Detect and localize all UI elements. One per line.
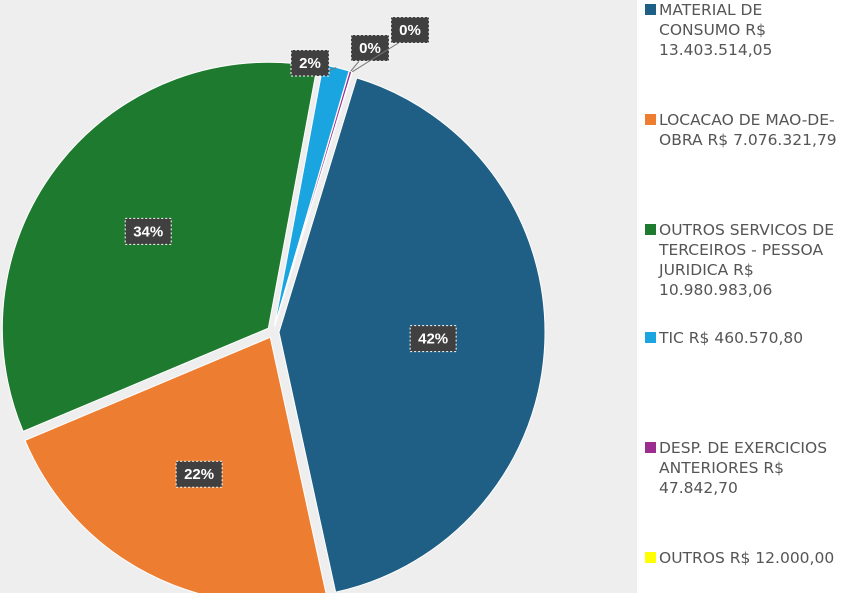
legend-item: MATERIAL DE CONSUMO R$ 13.403.514,05: [645, 0, 845, 60]
data-label: 2%: [299, 55, 321, 72]
legend-swatch: [645, 552, 656, 563]
legend-item: OUTROS R$ 12.000,00: [645, 548, 845, 568]
legend-label: LOCACAO DE MAO-DE-OBRA R$ 7.076.321,79: [659, 111, 837, 149]
data-label: 0%: [359, 40, 381, 57]
label-box: [350, 34, 390, 62]
pie-slice: [1, 61, 318, 432]
legend-swatch: [645, 332, 656, 343]
legend-item: TIC R$ 460.570,80: [645, 328, 845, 348]
legend-swatch: [645, 442, 656, 453]
legend-label: TIC R$ 460.570,80: [659, 329, 804, 347]
legend: MATERIAL DE CONSUMO R$ 13.403.514,05 LOCA…: [645, 0, 848, 593]
legend-swatch: [645, 224, 656, 235]
data-label: 42%: [418, 331, 448, 348]
label-box: [290, 49, 330, 77]
legend-item: LOCACAO DE MAO-DE-OBRA R$ 7.076.321,79: [645, 110, 845, 150]
legend-label: OUTROS SERVICOS DE TERCEIROS - PESSOA JU…: [659, 221, 834, 299]
legend-item: DESP. DE EXERCICIOS ANTERIORES R$ 47.842…: [645, 438, 845, 498]
legend-label: DESP. DE EXERCICIOS ANTERIORES R$ 47.842…: [659, 439, 828, 497]
label-box: [409, 325, 457, 353]
data-label: 22%: [184, 466, 214, 483]
label-box: [390, 16, 430, 44]
pie-slice: [24, 336, 327, 593]
label-box: [124, 217, 172, 245]
legend-item: OUTROS SERVICOS DE TERCEIROS - PESSOA JU…: [645, 220, 845, 300]
legend-swatch: [645, 4, 656, 15]
legend-swatch: [645, 114, 656, 125]
label-box: [175, 460, 223, 488]
data-label: 0%: [399, 22, 421, 39]
data-label: 34%: [133, 223, 163, 240]
legend-label: MATERIAL DE CONSUMO R$ 13.403.514,05: [659, 1, 773, 59]
legend-label: OUTROS R$ 12.000,00: [659, 549, 835, 567]
